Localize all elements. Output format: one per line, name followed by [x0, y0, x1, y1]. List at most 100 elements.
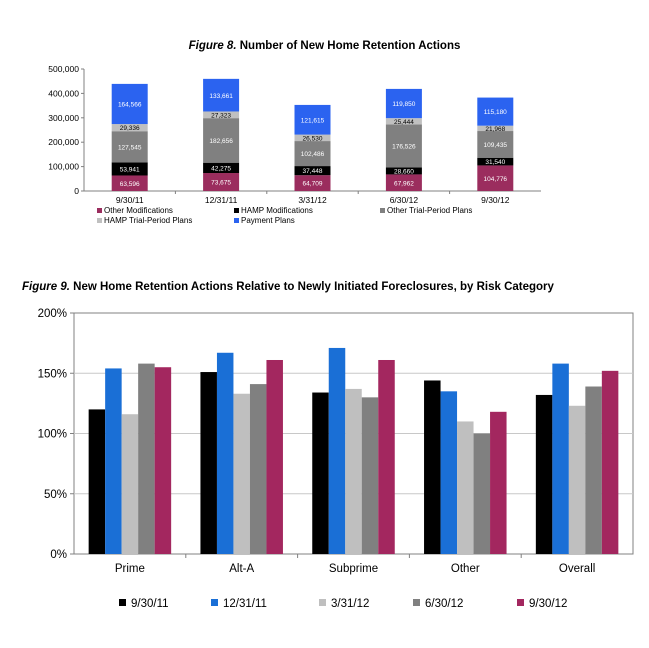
bar-segment	[385, 124, 422, 168]
data-label: 42,275	[211, 165, 231, 172]
y-tick-label: 0	[74, 186, 79, 196]
x-tick-label: Prime	[115, 563, 145, 575]
y-tick-label: 200%	[38, 308, 67, 320]
x-tick-label: 9/30/11	[116, 195, 144, 205]
bar	[200, 372, 217, 554]
bar	[154, 367, 172, 554]
bar	[440, 391, 458, 554]
y-tick-label: 200,000	[48, 137, 79, 147]
bar-segment	[294, 104, 331, 135]
figure-8-number: Figure 8.	[188, 40, 237, 52]
bar	[105, 368, 122, 554]
bar-segment	[385, 88, 422, 119]
figure-9-title-text: New Home Retention Actions Relative to N…	[73, 281, 554, 293]
bar-segment	[111, 124, 148, 132]
bar-segment	[477, 125, 514, 132]
legend-label: Other Trial-Period Plans	[387, 206, 472, 215]
x-tick-label: 6/30/12	[390, 195, 419, 205]
bar-segment	[294, 134, 331, 142]
y-tick-label: 0%	[50, 549, 67, 561]
bar-segment	[203, 162, 240, 174]
x-tick-label: 12/31/11	[205, 195, 238, 205]
legend-swatch	[380, 208, 385, 213]
data-label: 109,435	[484, 142, 508, 149]
bar-segment	[294, 141, 331, 167]
data-label: 182,656	[209, 138, 233, 145]
legend-swatch	[234, 218, 239, 223]
x-tick-label: 9/30/12	[481, 195, 510, 205]
data-label: 21,968	[485, 126, 505, 133]
data-label: 176,526	[392, 143, 416, 150]
bar	[585, 386, 602, 554]
data-label: 127,545	[118, 144, 142, 151]
data-label: 115,180	[484, 109, 507, 116]
legend-swatch	[97, 218, 102, 223]
legend-swatch	[97, 208, 102, 213]
legend-label: 3/31/12	[331, 598, 369, 610]
bar	[568, 405, 586, 554]
legend-swatch	[234, 208, 239, 213]
bar-segment	[385, 167, 422, 175]
y-tick-label: 150%	[38, 368, 67, 380]
bar	[601, 370, 619, 554]
bar-segment	[111, 131, 148, 163]
bar	[535, 394, 553, 554]
bar	[378, 359, 395, 554]
bar	[233, 393, 250, 554]
bar-segment	[111, 83, 148, 125]
bar-segment	[477, 157, 514, 166]
data-label: 53,941	[120, 167, 140, 174]
bar	[216, 352, 234, 554]
bar-segment	[203, 111, 240, 119]
bar-segment	[294, 175, 331, 191]
x-tick-label: Overall	[559, 563, 595, 575]
bar-segment	[203, 173, 240, 191]
bar	[328, 347, 346, 554]
y-tick-label: 300,000	[48, 113, 79, 123]
data-label: 63,596	[120, 181, 140, 188]
bar	[490, 411, 507, 554]
bar	[473, 433, 491, 554]
y-tick-label: 100%	[38, 429, 67, 441]
y-tick-label: 50%	[44, 489, 67, 501]
bar-segment	[385, 118, 422, 125]
x-tick-label: Other	[451, 563, 480, 575]
data-label: 27,323	[211, 112, 231, 119]
bar	[88, 409, 106, 554]
bar-segment	[294, 166, 331, 176]
legend-label: HAMP Modifications	[241, 206, 313, 215]
y-tick-label: 500,000	[48, 64, 79, 74]
bar-segment	[111, 162, 148, 176]
data-label: 67,962	[394, 180, 414, 187]
y-tick-label: 100,000	[48, 162, 79, 172]
data-label: 25,444	[394, 119, 414, 126]
figure-8-title: Figure 8. Number of New Home Retention A…	[0, 40, 649, 52]
legend-label: Other Modifications	[104, 206, 173, 215]
bar	[121, 414, 139, 554]
legend-label: Payment Plans	[241, 216, 295, 225]
bar	[457, 421, 474, 554]
bar	[345, 388, 362, 554]
bar-segment	[477, 165, 514, 191]
legend-label: 6/30/12	[425, 598, 463, 610]
legend-label: 9/30/12	[529, 598, 567, 610]
bar-segment	[203, 118, 240, 163]
legend-swatch	[413, 599, 420, 606]
bar-segment	[477, 131, 514, 158]
legend-swatch	[211, 599, 218, 606]
x-tick-label: Subprime	[329, 563, 378, 575]
data-label: 29,336	[120, 125, 140, 132]
data-label: 104,776	[484, 176, 508, 183]
data-label: 64,709	[303, 181, 323, 188]
bar	[424, 380, 441, 554]
data-label: 133,661	[209, 93, 233, 100]
legend-swatch	[119, 599, 126, 606]
data-label: 73,675	[211, 180, 231, 187]
bar	[312, 392, 329, 554]
figure-9-title: Figure 9. New Home Retention Actions Rel…	[22, 281, 554, 293]
data-label: 119,850	[392, 101, 415, 108]
y-tick-label: 400,000	[48, 88, 79, 98]
data-label: 31,540	[485, 159, 505, 166]
